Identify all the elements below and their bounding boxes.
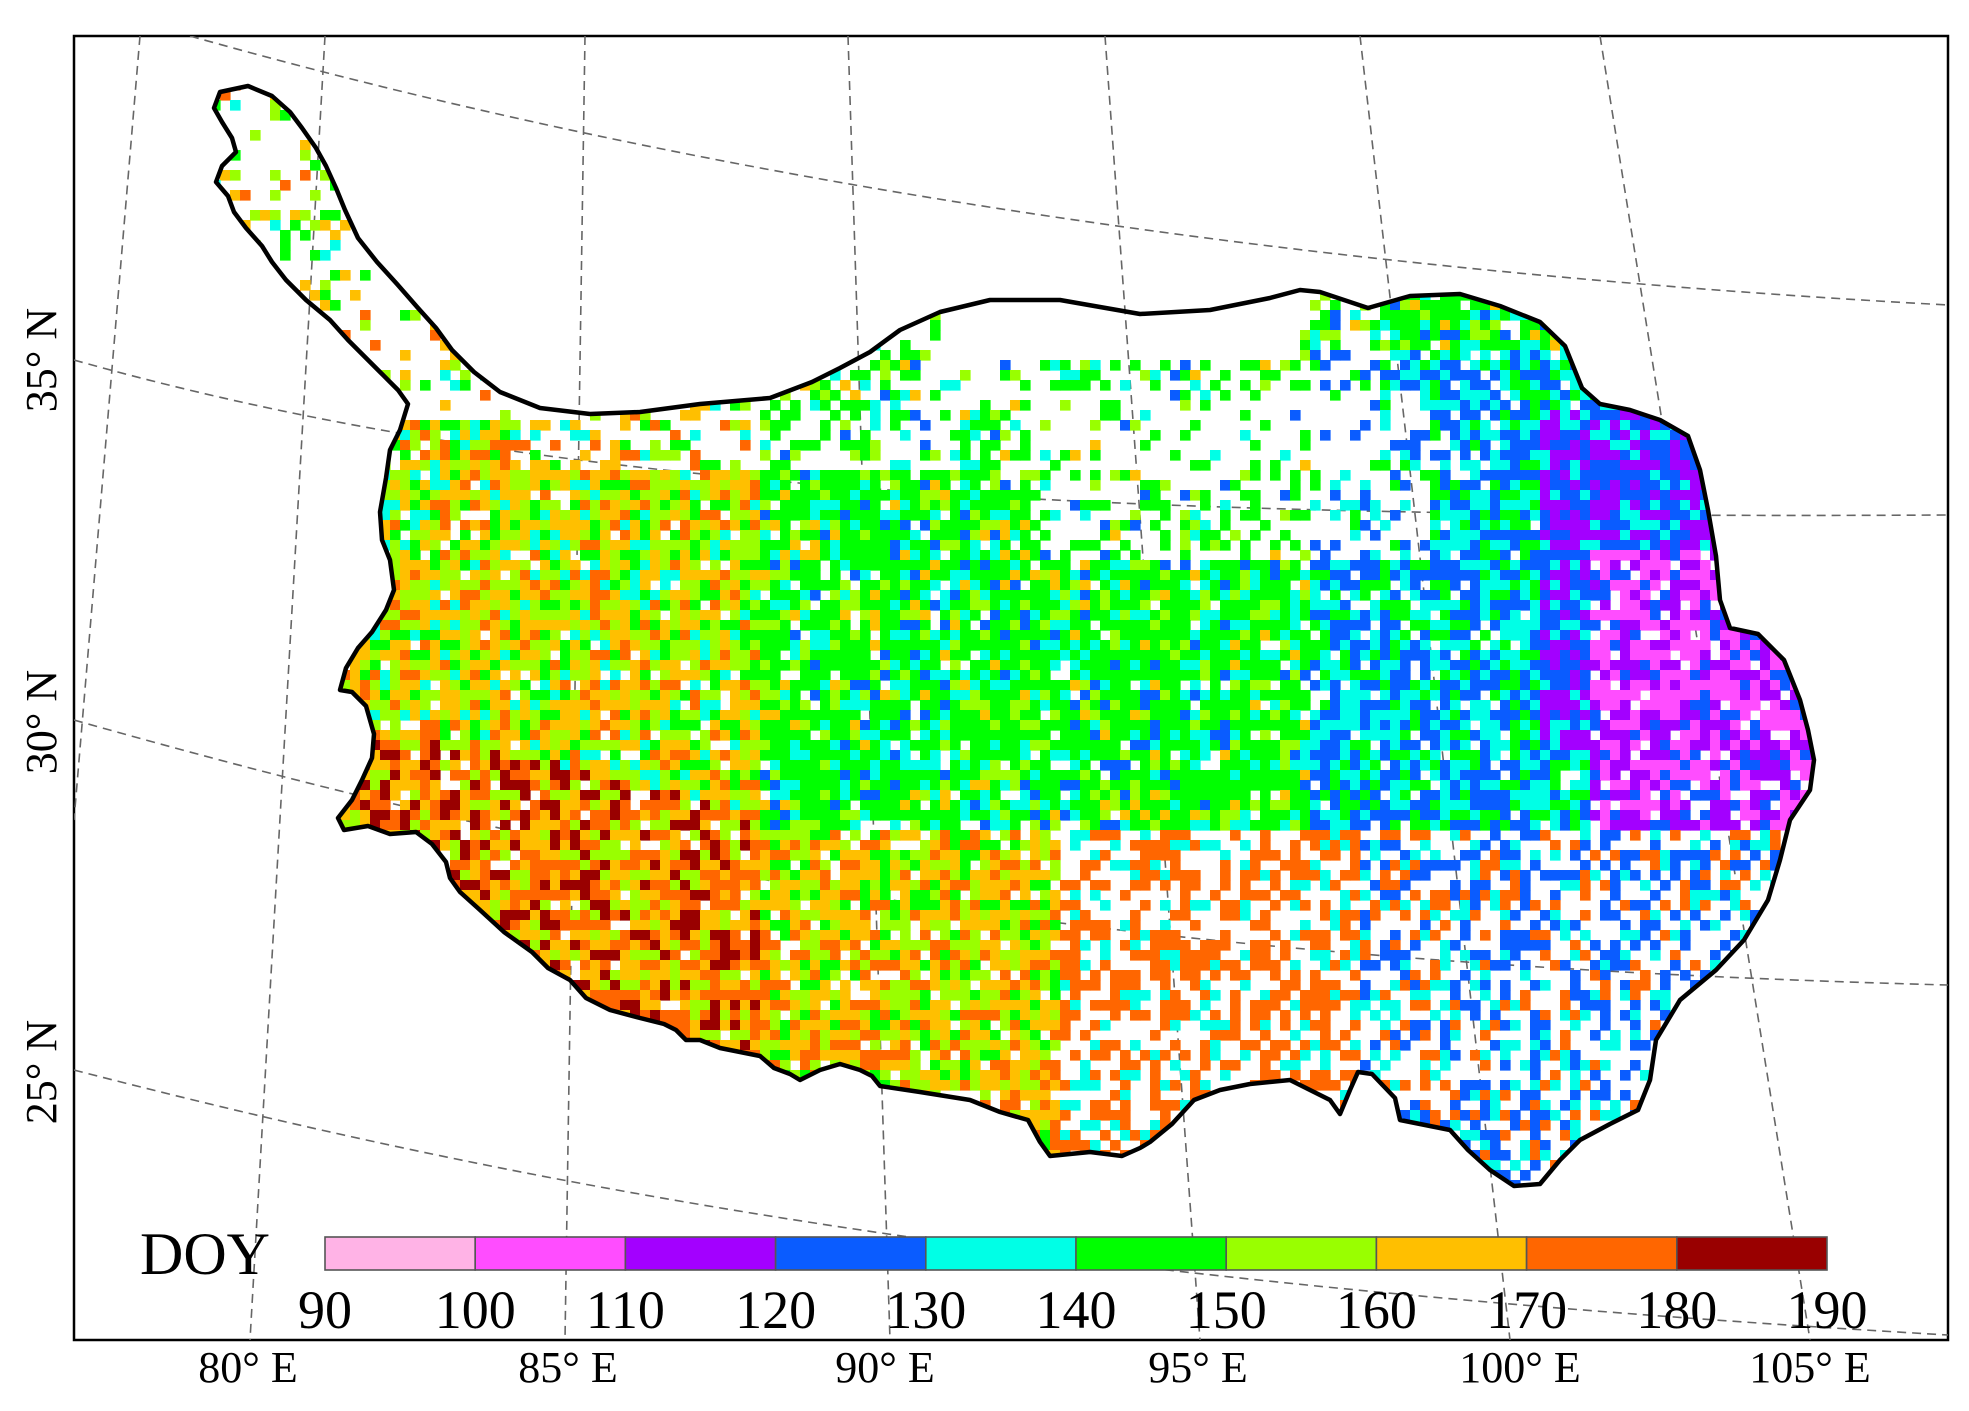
legend-swatch-110-120 bbox=[624, 1236, 777, 1271]
legend-tick-190: 190 bbox=[1787, 1280, 1868, 1340]
legend-tick-180: 180 bbox=[1636, 1280, 1717, 1340]
legend-tick-90: 90 bbox=[298, 1280, 352, 1340]
legend-tick-150: 150 bbox=[1186, 1280, 1267, 1340]
legend-colorbar bbox=[324, 1236, 1828, 1271]
legend-title: DOY bbox=[140, 1221, 270, 1287]
longitude-line-100e bbox=[1359, 36, 1511, 1340]
legend-swatch-140-150 bbox=[1075, 1236, 1227, 1271]
legend-tick-130: 130 bbox=[885, 1280, 966, 1340]
legend-tick-140: 140 bbox=[1036, 1280, 1117, 1340]
lon-label-80e: 80° E bbox=[198, 1343, 297, 1392]
lon-label-95e: 95° E bbox=[1148, 1343, 1247, 1392]
doy-legend: DOY 90 100 110 120 130 140 150 160 170 180 190 bbox=[140, 1221, 1868, 1340]
legend-swatch-170-180 bbox=[1525, 1236, 1678, 1271]
legend-swatch-100-110 bbox=[474, 1236, 627, 1271]
longitude-line-75e bbox=[74, 36, 141, 821]
legend-swatch-180-190 bbox=[1676, 1236, 1828, 1271]
legend-tick-170: 170 bbox=[1486, 1280, 1567, 1340]
legend-swatch-160-170 bbox=[1375, 1236, 1528, 1271]
legend-swatch-150-160 bbox=[1225, 1236, 1378, 1271]
lon-label-85e: 85° E bbox=[518, 1343, 617, 1392]
lat-label-35n: 35° N bbox=[17, 308, 66, 412]
latitude-line-25n bbox=[74, 1069, 1948, 1336]
legend-tick-110: 110 bbox=[586, 1280, 665, 1340]
legend-tick-labels: 90 100 110 120 130 140 150 160 170 180 190 bbox=[298, 1280, 1868, 1340]
lon-label-105e: 105° E bbox=[1749, 1343, 1870, 1392]
latitude-line-40n bbox=[189, 36, 1948, 306]
legend-swatch-90-100 bbox=[324, 1236, 476, 1271]
legend-tick-120: 120 bbox=[735, 1280, 816, 1340]
longitude-line-85e bbox=[564, 36, 586, 1340]
lon-label-90e: 90° E bbox=[835, 1343, 934, 1392]
legend-tick-160: 160 bbox=[1336, 1280, 1417, 1340]
lon-label-100e: 100° E bbox=[1459, 1343, 1580, 1392]
legend-swatch-120-130 bbox=[774, 1236, 927, 1271]
lat-label-25n: 25° N bbox=[17, 1020, 66, 1124]
lat-label-30n: 30° N bbox=[17, 670, 66, 774]
legend-tick-100: 100 bbox=[435, 1280, 516, 1340]
legend-swatch-130-140 bbox=[924, 1236, 1077, 1271]
